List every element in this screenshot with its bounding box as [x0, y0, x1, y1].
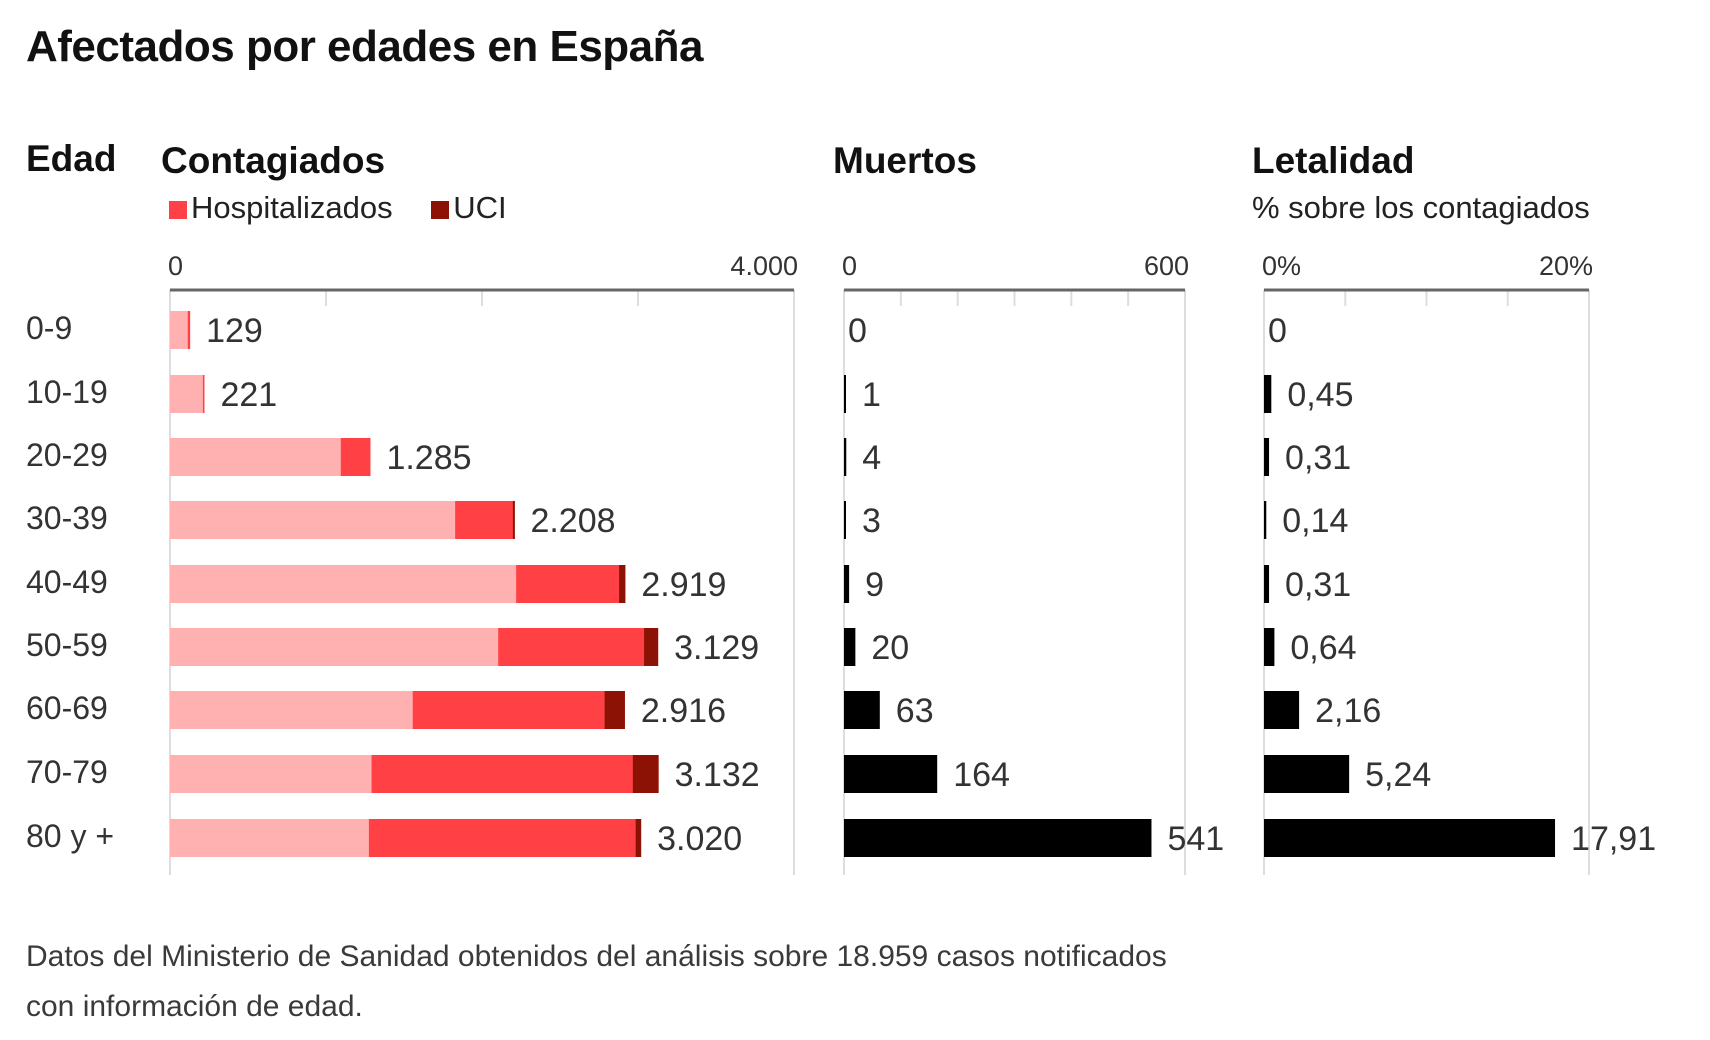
- category-label: 20-29: [26, 437, 108, 473]
- bar-uci: [619, 565, 626, 603]
- footnote-line-1: Datos del Ministerio de Sanidad obtenido…: [26, 940, 1167, 973]
- tick-label: 4.000: [730, 251, 798, 281]
- bar-contagiados: [170, 375, 205, 413]
- bar-hospitalizados: [371, 755, 659, 793]
- value-label: 17,91: [1571, 820, 1656, 858]
- value-label: 9: [865, 566, 884, 604]
- bar-letalidad: [1264, 438, 1270, 476]
- bar-hospitalizados: [516, 565, 626, 603]
- chart-title: Afectados por edades en España: [26, 22, 704, 71]
- value-label: 3.129: [674, 629, 759, 667]
- bar-uci: [512, 501, 515, 539]
- bar-hospitalizados: [412, 691, 625, 729]
- bar-hospitalizados: [202, 375, 205, 413]
- category-label: 80 y +: [26, 818, 114, 854]
- legend: Hospitalizados UCI: [169, 190, 507, 226]
- bar-hospitalizados: [187, 311, 191, 349]
- legend-swatch-hospitalizados: [169, 201, 187, 219]
- bar-hospitalizados: [340, 438, 371, 476]
- category-label: 0-9: [26, 310, 72, 346]
- value-label: 0: [848, 312, 867, 350]
- bar-muertos: [844, 501, 846, 539]
- value-label: 164: [953, 756, 1010, 794]
- value-label: 3.020: [657, 820, 742, 858]
- header-letalidad: Letalidad: [1252, 140, 1415, 181]
- bar-contagiados: [170, 311, 191, 349]
- bar-uci: [632, 755, 659, 793]
- header-muertos: Muertos: [833, 140, 977, 181]
- header-edad: Edad: [26, 138, 117, 179]
- legend-item-uci: UCI: [431, 190, 507, 225]
- category-label: 70-79: [26, 754, 108, 790]
- bar-muertos: [844, 438, 847, 476]
- header-contagiados: Contagiados: [161, 140, 386, 181]
- category-label: 30-39: [26, 500, 108, 536]
- bar-muertos: [844, 628, 856, 666]
- category-label: 40-49: [26, 564, 108, 600]
- bar-hospitalizados: [368, 819, 642, 857]
- bar-hospitalizados: [455, 501, 515, 539]
- bar-letalidad: [1264, 565, 1270, 603]
- bar-muertos: [844, 565, 850, 603]
- value-label: 2.208: [530, 502, 615, 540]
- tick-label: 0: [842, 251, 857, 281]
- value-label: 3: [862, 502, 881, 540]
- tick-label: 20%: [1539, 251, 1593, 281]
- bar-letalidad: [1264, 375, 1272, 413]
- bar-muertos: [844, 375, 846, 413]
- value-label: 20: [871, 629, 909, 667]
- value-label: 0,45: [1287, 376, 1353, 414]
- category-label: 60-69: [26, 690, 108, 726]
- bar-letalidad: [1264, 755, 1350, 793]
- value-label: 129: [206, 312, 263, 350]
- legend-label-uci: UCI: [453, 190, 507, 225]
- value-label: 0,31: [1285, 439, 1351, 477]
- bar-contagiados: [170, 438, 371, 476]
- bar-muertos: [844, 691, 880, 729]
- bar-letalidad: [1264, 691, 1300, 729]
- value-label: 0,64: [1290, 629, 1356, 667]
- value-label: 1: [862, 376, 881, 414]
- value-label: 5,24: [1365, 756, 1431, 794]
- value-label: 2.919: [641, 566, 726, 604]
- legend-label-hospitalizados: Hospitalizados: [191, 190, 393, 225]
- bar-uci: [644, 628, 659, 666]
- tick-label: 0%: [1262, 251, 1301, 281]
- bar-muertos: [844, 819, 1152, 857]
- tick-label: 0: [168, 251, 183, 281]
- value-label: 2.916: [641, 692, 726, 730]
- bar-letalidad: [1264, 628, 1275, 666]
- chart-area: 0-9 10-19 20-29 30-39 40-49 50-59 60-69 70-79 80…: [26, 251, 1656, 875]
- bar-uci: [604, 691, 625, 729]
- value-label: 2,16: [1315, 692, 1381, 730]
- value-label: 0: [1268, 312, 1287, 350]
- legend-item-hospitalizados: Hospitalizados: [169, 190, 393, 225]
- footnote-line-2: con información de edad.: [26, 990, 363, 1023]
- tick-label: 600: [1144, 251, 1189, 281]
- header-letalidad-subtitle: % sobre los contagiados: [1252, 190, 1590, 225]
- value-label: 3.132: [675, 756, 760, 794]
- bar-muertos: [844, 755, 938, 793]
- value-label: 0,14: [1282, 502, 1348, 540]
- category-label: 50-59: [26, 627, 108, 663]
- bar-letalidad: [1264, 819, 1556, 857]
- value-label: 1.285: [386, 439, 471, 477]
- value-label: 63: [896, 692, 934, 730]
- value-label: 4: [862, 439, 881, 477]
- value-label: 0,31: [1285, 566, 1351, 604]
- legend-swatch-uci: [431, 201, 450, 219]
- bar-hospitalizados: [498, 628, 659, 666]
- bar-uci: [635, 819, 642, 857]
- category-label: 10-19: [26, 374, 108, 410]
- value-label: 541: [1167, 820, 1224, 858]
- bar-letalidad: [1264, 501, 1267, 539]
- value-label: 221: [220, 376, 277, 414]
